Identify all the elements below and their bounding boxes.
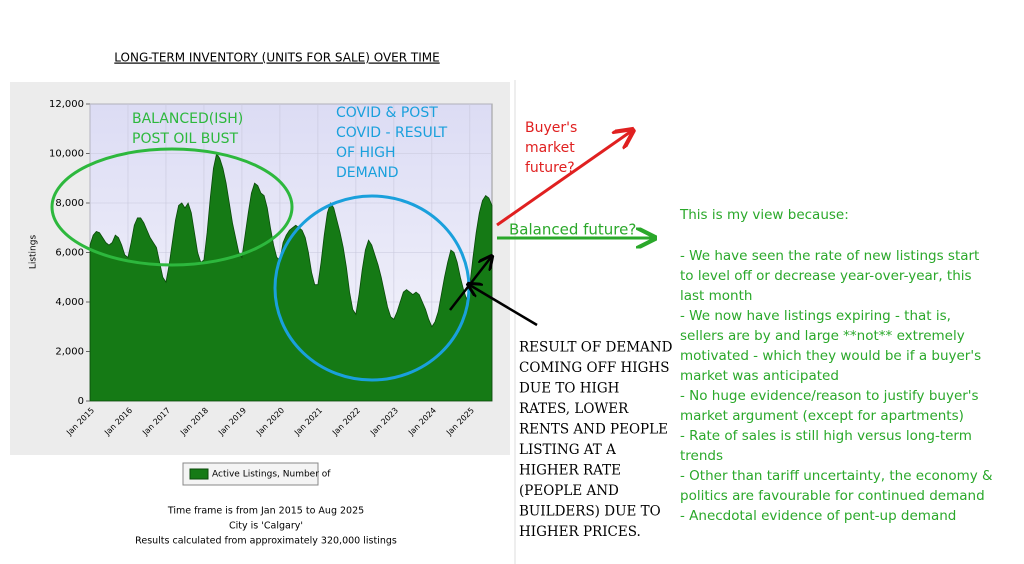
y-tick-label: 0 [78,396,84,407]
annotation: RATES, LOWER [519,401,629,417]
view-text: - No huge evidence/reason to justify buy… [680,388,979,404]
annotation: DUE TO HIGH [519,381,620,397]
view-text: - We now have listings expiring - that i… [680,308,951,324]
annotation: Buyer's [525,120,577,136]
annotation: HIGHER PRICES. [519,524,641,540]
view-text: - We have seen the rate of new listings … [680,248,979,264]
view-text: - Other than tariff uncertainty, the eco… [680,468,993,484]
annotation: BUILDERS) DUE TO [519,504,661,520]
view-text: trends [680,448,723,464]
view-text: last month [680,288,752,304]
legend [182,462,319,486]
view-text: politics are favourable for continued de… [680,488,985,504]
annotation: LISTING AT A [519,442,616,458]
legend-swatch [189,468,209,480]
annotation: market [525,140,575,156]
chart-title: LONG-TERM INVENTORY (UNITS FOR SALE) OVE… [114,51,439,65]
view-text: sellers are by and large **not** extreme… [680,328,965,344]
view-text: to level off or decrease year-over-year,… [680,268,972,284]
annotation: COMING OFF HIGHS [519,360,669,376]
view-text: This is my view because: [679,207,849,223]
y-tick-label: 2,000 [55,347,84,358]
footer-note: Time frame is from Jan 2015 to Aug 2025 [167,506,364,517]
annotation: RESULT OF DEMAND [519,340,673,356]
y-tick-label: 6,000 [55,248,84,259]
legend-label: Active Listings, Number of [212,470,331,480]
footer-note: City is 'Calgary' [229,521,303,532]
balanced-ellipse [50,147,294,267]
annotation: POST OIL BUST [132,131,238,147]
arrow-black [468,284,538,327]
annotation: Balanced future? [509,221,636,239]
annotation: COVID - RESULT [336,125,448,141]
annotation: HIGHER RATE [519,463,621,479]
view-text: - Anecdotal evidence of pent-up demand [680,508,956,524]
annotation: OF HIGH [336,145,396,161]
view-text: market was anticipated [680,368,839,384]
footer-note: Results calculated from approximately 32… [135,536,397,547]
annotation: DEMAND [336,165,399,181]
y-tick-label: 8,000 [55,198,84,209]
annotation: future? [525,160,575,176]
arrow-buyers [496,130,633,227]
annotation: (PEOPLE AND [519,483,619,499]
y-tick-label: 10,000 [49,149,84,160]
view-text: market argument (except for apartments) [680,408,964,424]
view-text: - Rate of sales is still high versus lon… [680,428,972,444]
annotation: BALANCED(ISH) [132,111,243,127]
view-text: motivated - which they would be if a buy… [680,348,981,364]
y-tick-label: 4,000 [55,297,84,308]
y-tick-label: 12,000 [49,99,84,110]
annotation: COVID & POST [336,105,438,121]
annotation: RENTS AND PEOPLE [519,422,668,438]
area [89,152,493,402]
y-axis-label: Listings [29,235,39,270]
